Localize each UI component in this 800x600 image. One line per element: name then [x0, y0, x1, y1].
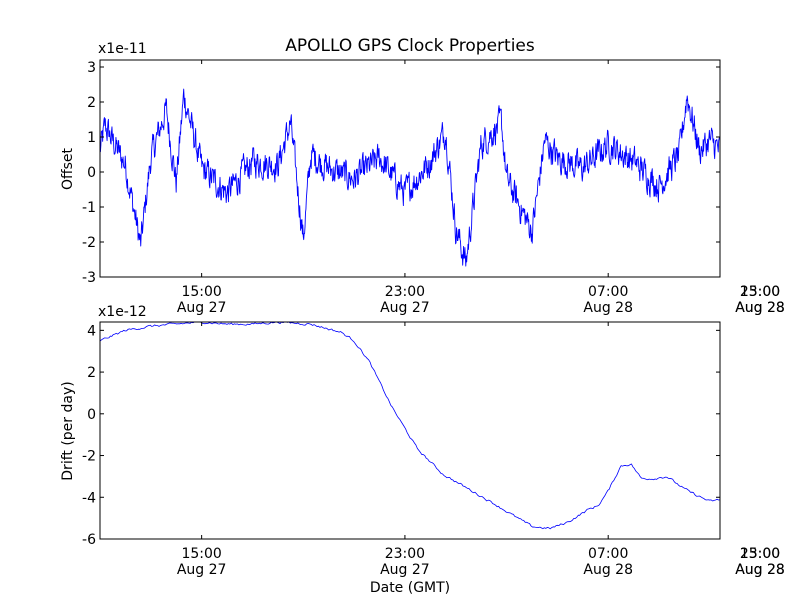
- offset-xtick-time-label-3: 15:00: [740, 284, 780, 300]
- drift-xtick-date-label-0: Aug 27: [177, 562, 227, 578]
- x-axis-label: Date (GMT): [370, 580, 450, 596]
- offset-ytick-label-5: 2: [87, 95, 96, 111]
- offset-xtick-date-label-2: Aug 28: [583, 300, 633, 316]
- drift-xtick-time-label-1: 23:00: [385, 546, 425, 562]
- drift-series-line: [99, 321, 721, 530]
- offset-ytick-label-2: -1: [82, 200, 96, 216]
- drift-ytick-label-4: 2: [87, 365, 96, 381]
- offset-xtick-date-label-0: Aug 27: [177, 300, 227, 316]
- offset-xtick-time-label-1: 23:00: [385, 284, 425, 300]
- offset-y-axis-label: Offset: [60, 147, 76, 190]
- drift-y-axis-label: Drift (per day): [60, 381, 76, 480]
- offset-xtick-time-label-0: 15:00: [181, 284, 221, 300]
- drift-xtick-time-label-3: 15:00: [740, 546, 780, 562]
- drift-xtick-time-label-0: 15:00: [181, 546, 221, 562]
- offset-xtick-date-label-4: Aug 28: [735, 300, 785, 316]
- offset-panel: APOLLO GPS Clock Properties x1e-11 Offse…: [60, 36, 785, 316]
- drift-ytick-label-0: -6: [82, 532, 96, 548]
- offset-ytick-label-6: 3: [87, 60, 96, 76]
- offset-xtick-date-label-1: Aug 27: [380, 300, 430, 316]
- drift-ytick-label-2: -2: [82, 449, 96, 465]
- drift-ytick-label-3: 0: [87, 407, 96, 423]
- drift-y-multiplier: x1e-12: [98, 304, 147, 320]
- drift-series-group: [99, 321, 721, 530]
- offset-ytick-label-1: -2: [82, 235, 96, 251]
- chart-title: APOLLO GPS Clock Properties: [285, 36, 535, 56]
- offset-xtick-date-label-3: Aug 28: [735, 300, 785, 316]
- drift-xtick-date-label-1: Aug 27: [380, 562, 430, 578]
- offset-xtick-time-label-4: 23:00: [740, 284, 780, 300]
- offset-series-line: [99, 88, 721, 267]
- offset-series-group: [99, 88, 721, 267]
- offset-plot-frame: [99, 59, 721, 278]
- offset-ytick-label-0: -3: [82, 270, 96, 286]
- drift-xtick-date-label-3: Aug 28: [735, 562, 785, 578]
- drift-plot-frame: [99, 321, 721, 540]
- drift-ytick-label-1: -4: [82, 490, 96, 506]
- drift-xtick-date-label-4: Aug 28: [735, 562, 785, 578]
- offset-xtick-time-label-2: 07:00: [588, 284, 628, 300]
- drift-ytick-label-5: 4: [87, 323, 96, 339]
- drift-xtick-date-label-2: Aug 28: [583, 562, 633, 578]
- drift-xtick-time-label-4: 23:00: [740, 546, 780, 562]
- offset-ytick-label-4: 1: [87, 130, 96, 146]
- drift-xtick-time-label-2: 07:00: [588, 546, 628, 562]
- drift-panel: x1e-12 Drift (per day) Date (GMT) -6 -4 -2…: [60, 304, 785, 596]
- offset-ytick-label-3: 0: [87, 165, 96, 181]
- offset-y-multiplier: x1e-11: [98, 41, 147, 57]
